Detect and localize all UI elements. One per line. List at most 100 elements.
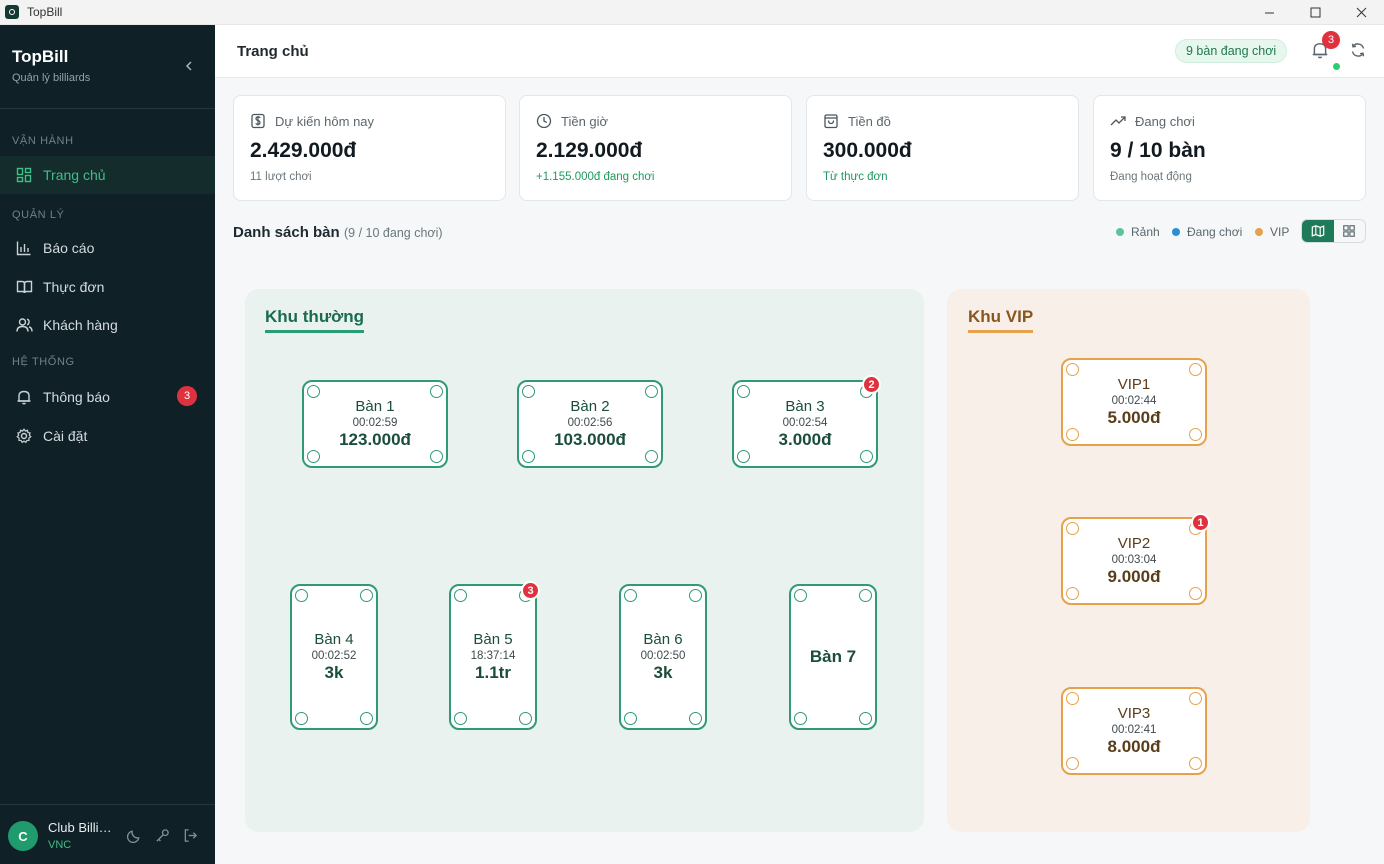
table-amount: 8.000đ bbox=[1107, 737, 1161, 756]
zone-title: Khu VIP bbox=[968, 307, 1034, 333]
pocket bbox=[1066, 757, 1079, 770]
pool-table-3[interactable]: Bàn 3 00:02:54 3.000đ bbox=[732, 380, 878, 468]
table-name: Bàn 4 bbox=[314, 631, 354, 648]
dark-mode-button[interactable] bbox=[126, 828, 143, 844]
minimize-button[interactable] bbox=[1246, 0, 1292, 25]
stat-card-items: Tiền đồ 300.000đ Từ thực đơn bbox=[806, 95, 1079, 201]
collapse-sidebar-button[interactable] bbox=[182, 59, 196, 73]
pocket bbox=[1189, 363, 1202, 376]
vip-table-2[interactable]: VIP2 00:03:04 9.000đ bbox=[1061, 517, 1207, 605]
pocket bbox=[360, 712, 373, 725]
pocket bbox=[860, 450, 873, 463]
table-name: VIP2 bbox=[1117, 535, 1151, 552]
pocket bbox=[1189, 757, 1202, 770]
table-name: Bàn 1 bbox=[355, 398, 395, 415]
pool-table-4[interactable]: Bàn 4 00:02:52 3k bbox=[290, 584, 378, 730]
stat-value: 2.129.000đ bbox=[536, 139, 643, 162]
sidebar: TopBill Quản lý billiards VẬN HÀNH Trang… bbox=[0, 25, 215, 864]
pocket bbox=[307, 450, 320, 463]
legend-label: Rảnh bbox=[1131, 225, 1160, 239]
bell-icon bbox=[1312, 43, 1328, 59]
table-order-badge: 2 bbox=[862, 375, 881, 394]
pocket bbox=[360, 589, 373, 602]
stat-value: 300.000đ bbox=[823, 139, 912, 162]
section-label: VẬN HÀNH bbox=[12, 135, 74, 147]
pocket bbox=[689, 589, 702, 602]
table-time: 00:02:52 bbox=[311, 650, 357, 662]
pocket bbox=[737, 450, 750, 463]
bag-icon bbox=[824, 114, 838, 129]
stat-label: Tiền giờ bbox=[561, 113, 609, 129]
grid-icon bbox=[1343, 225, 1356, 237]
table-name: Bàn 3 bbox=[785, 398, 825, 415]
pocket bbox=[1066, 428, 1079, 441]
sidebar-item-customers[interactable]: Khách hàng bbox=[0, 306, 215, 344]
pool-table-2[interactable]: Bàn 2 00:02:56 103.000đ bbox=[517, 380, 663, 468]
book-icon bbox=[15, 278, 33, 296]
sidebar-item-home[interactable]: Trang chủ bbox=[0, 156, 215, 194]
pocket bbox=[624, 712, 637, 725]
stat-card-expected: Dự kiến hôm nay 2.429.000đ 11 lượt chơi bbox=[233, 95, 506, 201]
sidebar-item-notifications[interactable]: Thông báo bbox=[0, 378, 215, 416]
vip-table-3[interactable]: VIP3 00:02:41 8.000đ bbox=[1061, 687, 1207, 775]
stat-label: Dự kiến hôm nay bbox=[275, 113, 375, 129]
sidebar-item-label: Trang chủ bbox=[43, 167, 106, 183]
pocket bbox=[1189, 587, 1202, 600]
sidebar-item-reports[interactable]: Báo cáo bbox=[0, 229, 215, 267]
table-list-title: Danh sách bàn bbox=[233, 224, 340, 241]
pocket bbox=[794, 712, 807, 725]
table-amount: 103.000đ bbox=[554, 430, 626, 449]
pocket bbox=[1066, 522, 1079, 535]
logout-button[interactable] bbox=[183, 828, 199, 844]
stat-note: 11 lượt chơi bbox=[250, 171, 312, 183]
vip-table-1[interactable]: VIP1 00:02:44 5.000đ bbox=[1061, 358, 1207, 446]
table-name: Bàn 5 bbox=[473, 631, 513, 648]
grid-icon bbox=[15, 166, 33, 184]
table-name: Bàn 6 bbox=[643, 631, 683, 648]
notifications-button[interactable] bbox=[1311, 41, 1329, 59]
bell-icon bbox=[15, 388, 33, 406]
sidebar-item-label: Cài đặt bbox=[43, 428, 88, 444]
table-time: 18:37:14 bbox=[470, 650, 516, 662]
brand-name: TopBill bbox=[12, 47, 69, 66]
app-logo-icon bbox=[5, 5, 19, 19]
pocket bbox=[522, 385, 535, 398]
sidebar-item-menu[interactable]: Thực đơn bbox=[0, 268, 215, 306]
sidebar-item-label: Báo cáo bbox=[43, 240, 95, 256]
pocket bbox=[430, 450, 443, 463]
pocket bbox=[1066, 363, 1079, 376]
legend-dot bbox=[1255, 228, 1263, 236]
bar-chart-icon bbox=[15, 239, 33, 257]
pocket bbox=[430, 385, 443, 398]
view-toggle bbox=[1301, 219, 1366, 243]
legend-label: VIP bbox=[1270, 225, 1290, 239]
pocket bbox=[737, 385, 750, 398]
legend-vip: VIP bbox=[1255, 225, 1289, 239]
gear-icon bbox=[15, 427, 33, 445]
pocket bbox=[307, 385, 320, 398]
pocket bbox=[859, 712, 872, 725]
pool-table-6[interactable]: Bàn 6 00:02:50 3k bbox=[619, 584, 707, 730]
stat-note: Đang hoạt động bbox=[1110, 171, 1192, 183]
avatar[interactable]: C bbox=[8, 821, 38, 851]
sidebar-item-settings[interactable]: Cài đặt bbox=[0, 417, 215, 455]
stat-note: +1.155.000đ đang chơi bbox=[536, 171, 655, 183]
users-icon bbox=[15, 316, 33, 334]
pool-table-5[interactable]: Bàn 5 18:37:14 1.1tr bbox=[449, 584, 537, 730]
map-view-button[interactable] bbox=[1302, 220, 1334, 242]
pool-table-7[interactable]: Bàn 7 bbox=[789, 584, 877, 730]
stat-note: Từ thực đơn bbox=[823, 171, 888, 183]
pool-table-1[interactable]: Bàn 1 00:02:59 123.000đ bbox=[302, 380, 448, 468]
sidebar-footer-divider bbox=[0, 804, 215, 805]
maximize-button[interactable] bbox=[1292, 0, 1338, 25]
table-time: 00:02:50 bbox=[640, 650, 686, 662]
key-icon bbox=[156, 829, 169, 842]
grid-view-button[interactable] bbox=[1334, 220, 1366, 242]
refresh-button[interactable] bbox=[1350, 42, 1366, 58]
change-password-button[interactable] bbox=[155, 828, 171, 844]
table-time: 00:02:41 bbox=[1111, 724, 1157, 736]
sidebar-item-label: Khách hàng bbox=[43, 317, 118, 333]
stat-value: 2.429.000đ bbox=[250, 139, 357, 162]
zone-normal: Khu thường Bàn 1 00:02:59 123.000đ Bàn 2… bbox=[245, 289, 924, 832]
close-window-button[interactable] bbox=[1338, 0, 1384, 25]
